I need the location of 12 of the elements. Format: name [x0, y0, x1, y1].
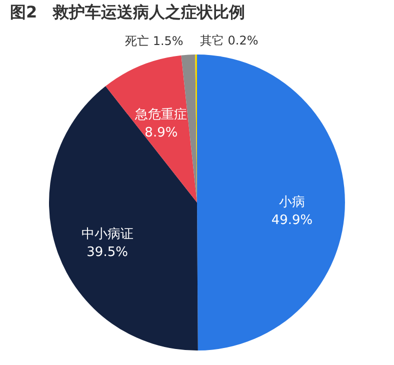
slice-label: 其它 0.2% [200, 34, 258, 48]
slice-label: 小病 [279, 195, 305, 210]
slice-label: 急危重症 [134, 108, 188, 123]
slice-label: 死亡 1.5% [125, 34, 184, 48]
data-label: 8.9% [144, 126, 178, 141]
data-label: 49.9% [271, 213, 313, 228]
pie-slice [197, 54, 345, 350]
pie-slice [49, 86, 198, 350]
chart-title: 图2 救护车运送病人之症状比例 [10, 2, 246, 22]
data-label: 39.5% [86, 244, 128, 260]
pie-slice [106, 55, 197, 202]
slice-label: 中小病证 [81, 226, 134, 242]
